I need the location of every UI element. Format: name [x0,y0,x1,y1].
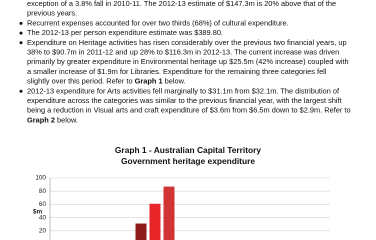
text-run: being a reduction in Visual arts and cra… [27,106,351,115]
y-axis-label: $m [33,209,43,216]
text-run: expenditure across the categories was si… [27,96,342,105]
text-line: primarily by greater expenditure in Envi… [27,57,349,66]
text-line: being a reduction in Visual arts and cra… [27,106,351,115]
text-run: Recurrent expenses accounted for over tw… [27,18,289,27]
text-line: Graph 2 below. [27,115,78,124]
y-tick-label: 80 [39,188,47,195]
y-tick-label: 100 [35,175,46,182]
text-run: 38% to $90.7m in 2011-12 and up 28% to $… [27,47,339,56]
bar [163,186,175,240]
text-line: previous years. [27,9,77,18]
bar [149,203,161,240]
text-line: exception of a 3.8% fall in 2010-11. The… [27,0,336,8]
bullet [19,41,23,45]
text-run: Graph 1 [135,77,163,86]
text-run: primarily by greater expenditure in Envi… [27,57,349,66]
text-line: The 2012-13 per person expenditure estim… [27,28,223,37]
chart-subtitle: Government heritage expenditure [121,156,255,166]
y-tick-label: 40 [39,214,47,221]
text-line: Expenditure on Heritage activities has r… [27,38,347,47]
chart-title: Graph 1 - Australian Capital Territory [115,145,261,155]
text-run: Expenditure on Heritage activities has r… [27,38,347,47]
text-run: slightly over this period. Refer to [27,77,135,86]
text-line: expenditure across the categories was si… [27,96,342,105]
bullet [19,89,23,93]
text-run: The 2012-13 per person expenditure estim… [27,28,223,37]
text-run: a smaller increase of $1.9m for Librarie… [27,67,327,76]
bar [135,223,147,240]
text-run: exception of a 3.8% fall in 2010-11. The… [27,0,336,8]
text-run: below. [163,77,186,86]
text-line: Recurrent expenses accounted for over tw… [27,18,289,27]
text-run: previous years. [27,9,77,18]
text-run: below. [55,115,78,124]
y-tick-label: 60 [39,201,47,208]
y-tick-label: 20 [39,227,47,234]
text-line: a smaller increase of $1.9m for Librarie… [27,67,327,76]
bullet [19,31,23,35]
text-line: slightly over this period. Refer to Grap… [27,77,186,86]
text-run: Graph 2 [27,115,55,124]
bullet [19,21,23,25]
text-line: 38% to $90.7m in 2011-12 and up 28% to $… [27,47,339,56]
text-run: 2012-13 expenditure for Arts activities … [27,86,340,95]
text-line: 2012-13 expenditure for Arts activities … [27,86,340,95]
